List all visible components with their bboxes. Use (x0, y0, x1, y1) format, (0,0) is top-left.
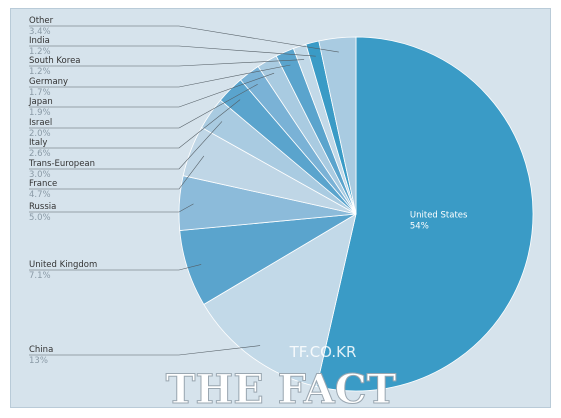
slice-label-japan: Japan (28, 97, 53, 107)
watermark-site: TF.CO.KR (289, 343, 357, 361)
slice-pct-italy: 2.6% (29, 149, 51, 159)
slice-label-italy: Italy (29, 138, 47, 148)
pie-slice-china (203, 213, 357, 388)
slice-label-south-korea: South Korea (29, 56, 81, 66)
slice-label-united-kingdom: United Kingdom (29, 260, 97, 270)
chart-frame: United States 54% China 13% United Kingdom 7.… (10, 8, 551, 409)
watermark-brand: THE FACT (166, 366, 397, 409)
slice-label-russia: Russia (29, 202, 56, 212)
leader-line-south-korea (29, 59, 305, 67)
leader-line-germany (29, 64, 291, 88)
slice-label-china: China (29, 345, 53, 355)
leader-line-united-kingdom (29, 264, 202, 271)
slice-pct-united-kingdom: 7.1% (29, 271, 51, 281)
slice-pct-other: 3.4% (29, 27, 51, 37)
leader-line-china (29, 345, 261, 356)
leader-line-other (29, 25, 339, 53)
pie-slice-other (318, 36, 357, 215)
slice-label-germany: Germany (29, 77, 68, 87)
slice-pct-japan: 1.9% (29, 108, 51, 118)
slice-label-trans-european: Trans-European (28, 159, 95, 169)
slice-pct-france: 4.7% (29, 190, 51, 200)
leader-line-france (29, 155, 205, 190)
slice-label-india: India (29, 36, 50, 46)
leader-line-italy (29, 99, 241, 149)
slice-label-france: France (29, 179, 57, 189)
slice-pct-trans-european: 3.0% (29, 170, 51, 180)
slice-pct-russia: 5.0% (29, 213, 51, 223)
slice-label-united-states: United States (410, 210, 468, 220)
slice-label-other: Other (29, 16, 54, 26)
pie-slice-united-states (316, 36, 534, 392)
leader-line-russia (29, 203, 194, 213)
leader-line-india (29, 45, 316, 57)
slice-pct-germany: 1.7% (29, 88, 51, 98)
slice-pct-china: 13% (29, 356, 48, 366)
leader-line-japan (29, 72, 275, 108)
slice-pct-south-korea: 1.2% (29, 67, 51, 77)
slice-pct-united-states: 54% (410, 221, 429, 231)
slice-pct-india: 1.2% (29, 47, 51, 57)
leader-line-israel (29, 83, 258, 129)
slice-label-israel: Israel (29, 118, 52, 128)
slice-pct-israel: 2.0% (29, 129, 51, 139)
leader-line-trans-european (29, 121, 223, 170)
